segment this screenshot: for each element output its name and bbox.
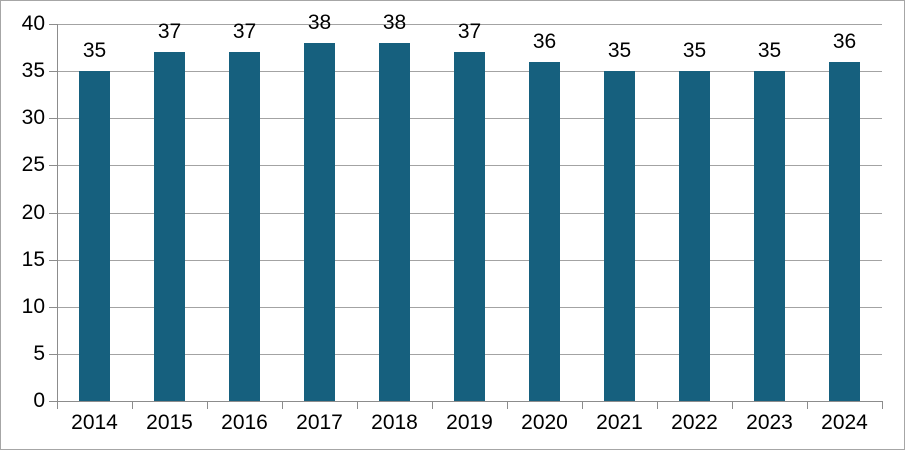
y-tick-35 bbox=[49, 71, 57, 72]
bar-2017 bbox=[304, 43, 335, 401]
bar-2018 bbox=[379, 43, 410, 401]
gridline-y-40 bbox=[57, 24, 882, 25]
data-label-2020: 36 bbox=[532, 30, 557, 53]
y-axis-label-35: 35 bbox=[21, 59, 45, 82]
x-axis-label-2016: 2016 bbox=[221, 411, 268, 434]
x-tick-2 bbox=[207, 401, 208, 409]
x-tick-10 bbox=[807, 401, 808, 409]
bar-2022 bbox=[679, 71, 710, 401]
y-tick-15 bbox=[49, 260, 57, 261]
y-axis-label-25: 25 bbox=[21, 153, 45, 176]
x-axis-label-2024: 2024 bbox=[821, 411, 868, 434]
data-label-2022: 35 bbox=[682, 39, 707, 62]
data-label-2023: 35 bbox=[757, 39, 782, 62]
x-tick-6 bbox=[507, 401, 508, 409]
data-label-2014: 35 bbox=[82, 39, 107, 62]
x-tick-5 bbox=[432, 401, 433, 409]
data-label-2017: 38 bbox=[307, 11, 332, 34]
x-tick-11 bbox=[882, 401, 883, 409]
bar-2020 bbox=[529, 62, 560, 401]
y-tick-10 bbox=[49, 307, 57, 308]
y-axis-label-0: 0 bbox=[33, 389, 45, 412]
bar-2015 bbox=[154, 52, 185, 401]
x-tick-7 bbox=[582, 401, 583, 409]
y-tick-25 bbox=[49, 165, 57, 166]
x-axis-label-2020: 2020 bbox=[521, 411, 568, 434]
x-axis-line bbox=[57, 401, 883, 402]
bar-2023 bbox=[754, 71, 785, 401]
y-axis-label-10: 10 bbox=[21, 295, 45, 318]
data-label-2016: 37 bbox=[232, 20, 257, 43]
bar-2014 bbox=[79, 71, 110, 401]
x-tick-3 bbox=[282, 401, 283, 409]
x-tick-1 bbox=[132, 401, 133, 409]
x-axis-label-2022: 2022 bbox=[671, 411, 718, 434]
bar-2016 bbox=[229, 52, 260, 401]
y-axis-label-15: 15 bbox=[21, 248, 45, 271]
data-label-2015: 37 bbox=[157, 20, 182, 43]
x-axis-label-2021: 2021 bbox=[596, 411, 643, 434]
x-axis-label-2019: 2019 bbox=[446, 411, 493, 434]
x-tick-8 bbox=[657, 401, 658, 409]
x-axis-label-2017: 2017 bbox=[296, 411, 343, 434]
x-tick-9 bbox=[732, 401, 733, 409]
x-axis-label-2018: 2018 bbox=[371, 411, 418, 434]
data-label-2019: 37 bbox=[457, 20, 482, 43]
y-axis-label-30: 30 bbox=[21, 106, 45, 129]
x-tick-0 bbox=[57, 401, 58, 409]
bar-2024 bbox=[829, 62, 860, 401]
y-tick-5 bbox=[49, 354, 57, 355]
y-tick-0 bbox=[49, 401, 57, 402]
y-tick-20 bbox=[49, 213, 57, 214]
bar-2019 bbox=[454, 52, 485, 401]
y-tick-30 bbox=[49, 118, 57, 119]
y-axis-line bbox=[57, 24, 58, 402]
x-axis-label-2015: 2015 bbox=[146, 411, 193, 434]
y-axis-label-40: 40 bbox=[21, 12, 45, 35]
data-label-2024: 36 bbox=[832, 30, 857, 53]
y-axis-label-20: 20 bbox=[21, 201, 45, 224]
bar-2021 bbox=[604, 71, 635, 401]
x-tick-4 bbox=[357, 401, 358, 409]
x-axis-label-2023: 2023 bbox=[746, 411, 793, 434]
y-axis-label-5: 5 bbox=[33, 342, 45, 365]
data-label-2018: 38 bbox=[382, 11, 407, 34]
data-label-2021: 35 bbox=[607, 39, 632, 62]
y-tick-40 bbox=[49, 24, 57, 25]
x-axis-label-2014: 2014 bbox=[71, 411, 118, 434]
